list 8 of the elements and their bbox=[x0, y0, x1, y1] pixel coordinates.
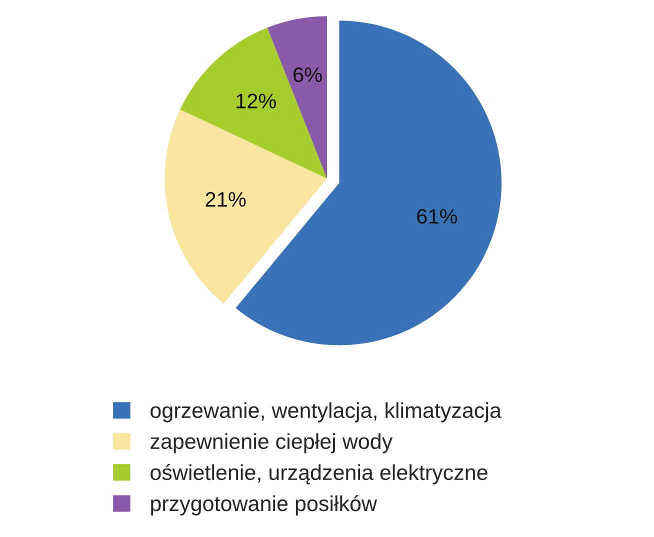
data-label: 12% bbox=[236, 94, 276, 108]
data-label: 21% bbox=[206, 192, 246, 207]
legend-label: ogrzewanie, wentylacja, klimatyzacja bbox=[150, 402, 502, 422]
legend-label: oświetlenie, urządzenia elektryczne bbox=[150, 464, 488, 484]
data-label: 61% bbox=[417, 208, 458, 224]
legend-label: przygotowanie posiłków bbox=[151, 495, 378, 516]
data-label: 6% bbox=[294, 67, 322, 82]
legend-label: zapewnienie ciepłej wody bbox=[150, 433, 393, 454]
